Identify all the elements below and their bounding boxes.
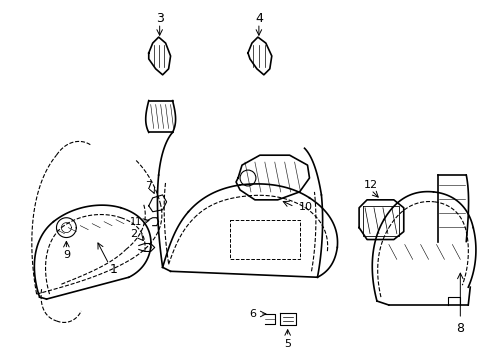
Text: 12: 12 xyxy=(363,180,377,190)
Text: 6: 6 xyxy=(249,309,256,319)
Text: 1: 1 xyxy=(110,263,118,276)
Text: 7: 7 xyxy=(145,181,152,191)
Text: 4: 4 xyxy=(254,12,262,25)
Text: 9: 9 xyxy=(62,251,70,260)
Text: 5: 5 xyxy=(284,339,290,349)
Text: 8: 8 xyxy=(455,322,464,336)
Text: 11: 11 xyxy=(129,217,142,227)
Text: 2: 2 xyxy=(130,229,137,239)
Text: 10: 10 xyxy=(298,202,312,212)
Text: 3: 3 xyxy=(155,12,163,25)
